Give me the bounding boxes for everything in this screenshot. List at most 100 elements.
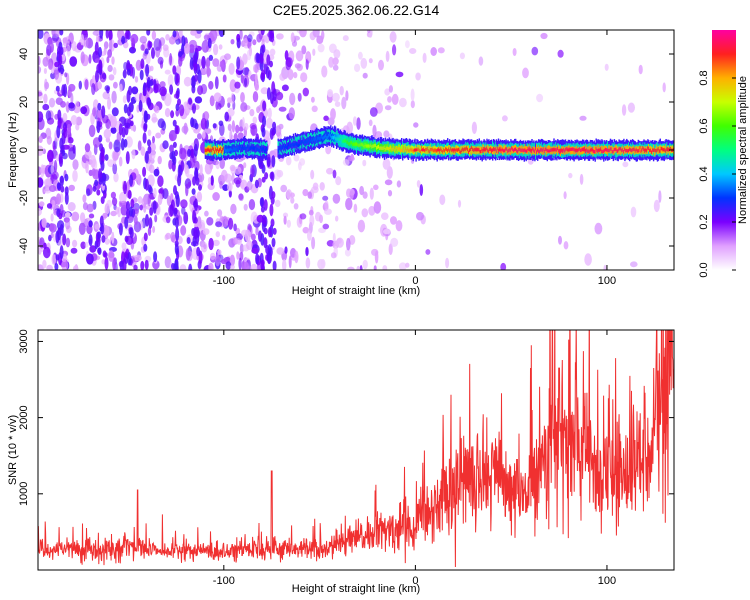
spectrogram-cell	[231, 120, 236, 133]
spectrogram-cell	[281, 84, 289, 92]
spectrogram-cell	[269, 91, 274, 105]
spectrogram-cell	[456, 148, 458, 152]
spectrogram-cell	[70, 115, 78, 125]
spectrogram-cell	[332, 135, 334, 140]
spectrogram-cell	[206, 217, 214, 226]
spectrogram-cell	[215, 231, 220, 238]
spectrogram-cell	[151, 117, 158, 123]
spectrogram-cell	[102, 72, 107, 80]
spectrogram-cell	[89, 245, 97, 253]
spectrogram-cell	[123, 180, 127, 195]
spectrogram-cell	[61, 149, 66, 156]
spectrogram-cell	[225, 149, 228, 153]
spectrogram-cell	[621, 104, 627, 116]
spectrogram-cell	[332, 232, 336, 243]
spectrogram-cell	[129, 120, 134, 127]
spectrogram-cell	[130, 33, 139, 44]
spectrogram-cell	[334, 136, 337, 141]
spectrogram-cell	[267, 251, 272, 265]
spectrogram-cell	[573, 147, 575, 152]
spectrogram-cell	[299, 138, 301, 146]
spectrogram-cell	[142, 132, 147, 144]
spectrogram-cell	[59, 64, 64, 75]
spectrogram-cell	[337, 137, 340, 142]
spectrogram-cell	[98, 178, 103, 185]
spectrogram-cell	[490, 148, 494, 152]
spectrogram-cell	[489, 147, 491, 152]
spectrogram-cell	[251, 233, 256, 241]
spectrogram-cell	[128, 85, 133, 96]
spectrogram-cell	[500, 144, 502, 153]
spectrogram-cell	[626, 148, 628, 153]
spectrogram-cell	[148, 164, 155, 174]
spectrogram-cell	[214, 253, 221, 267]
spectrogram-cell	[255, 145, 257, 149]
spectrogram-cell	[230, 264, 235, 270]
spectrogram-cell	[208, 237, 214, 251]
spectrogram-cell	[286, 145, 288, 150]
spectrogram-cell	[301, 140, 303, 144]
spectrogram-cell	[623, 150, 625, 154]
spectrogram-cell	[101, 172, 106, 186]
spectrogram-cell	[203, 128, 212, 135]
spectrogram-cell	[100, 196, 105, 205]
spectrogram-cell	[356, 117, 361, 130]
spectrogram-cell	[134, 76, 139, 83]
spectrogram-cell	[143, 123, 148, 133]
spectrogram-cell	[348, 142, 350, 146]
spectrogram-cell	[288, 107, 295, 120]
spectrogram-cell	[594, 150, 596, 154]
spectrogram-cell	[153, 251, 158, 263]
spectrogram-cell	[229, 148, 231, 152]
spectrogram-cell	[261, 44, 266, 54]
spectrogram-cell	[588, 145, 591, 154]
spectrogram-cell	[54, 263, 59, 270]
spectrogram-cell	[339, 137, 342, 141]
spectrogram-cell	[374, 250, 379, 264]
spectrogram-cell	[186, 237, 191, 244]
spectrogram-cell	[42, 56, 49, 67]
spectrogram-cell	[271, 81, 276, 95]
spectrogram-cell	[368, 143, 370, 152]
spectrogram-cell	[266, 87, 271, 100]
spectrogram-cell	[585, 148, 588, 152]
spectrogram-cell	[153, 187, 157, 198]
spectrogram-cell	[243, 162, 247, 169]
spectrogram-cell	[173, 207, 178, 215]
spectrogram-cell	[596, 148, 598, 152]
spectrogram-cell	[225, 145, 228, 153]
spectrogram-cell	[635, 147, 638, 152]
spectrogram-cell	[381, 146, 384, 150]
y-tick-label: 20	[18, 96, 30, 108]
spectrogram-cell	[663, 147, 665, 152]
spectrogram-cell	[330, 252, 337, 259]
spectrogram-cell	[294, 142, 297, 147]
spectrogram-cell	[595, 146, 597, 155]
spectrogram-cell	[212, 123, 217, 129]
spectrogram-cell	[522, 67, 529, 79]
spectrogram-cell	[628, 148, 630, 153]
spectrogram-cell	[285, 57, 292, 71]
spectrogram-cell	[284, 145, 286, 150]
spectrogram-cell	[222, 74, 227, 83]
spectrogram-cell	[584, 146, 586, 151]
spectrogram-cell	[504, 148, 506, 152]
spectrogram-cell	[231, 149, 233, 153]
spectrogram-cell	[326, 130, 328, 139]
spectrogram-cell	[230, 147, 232, 151]
spectrogram-cell	[412, 149, 414, 154]
spectrogram-cell	[107, 64, 113, 73]
spectrogram-cell	[279, 72, 286, 81]
spectrogram-cell	[388, 85, 393, 93]
spectrogram-cell	[120, 204, 128, 216]
spectrogram-cell	[175, 194, 180, 208]
spectrogram-cell	[227, 144, 230, 153]
spectrogram-cell	[248, 143, 251, 151]
spectrogram-cell	[133, 215, 138, 225]
spectrogram-cell	[126, 106, 131, 117]
spectrogram-cell	[329, 132, 331, 141]
spectrogram-cell	[84, 79, 89, 90]
spectrogram-cell	[193, 226, 198, 240]
spectrogram-cell	[540, 148, 543, 152]
spectrogram-cell	[43, 68, 48, 74]
